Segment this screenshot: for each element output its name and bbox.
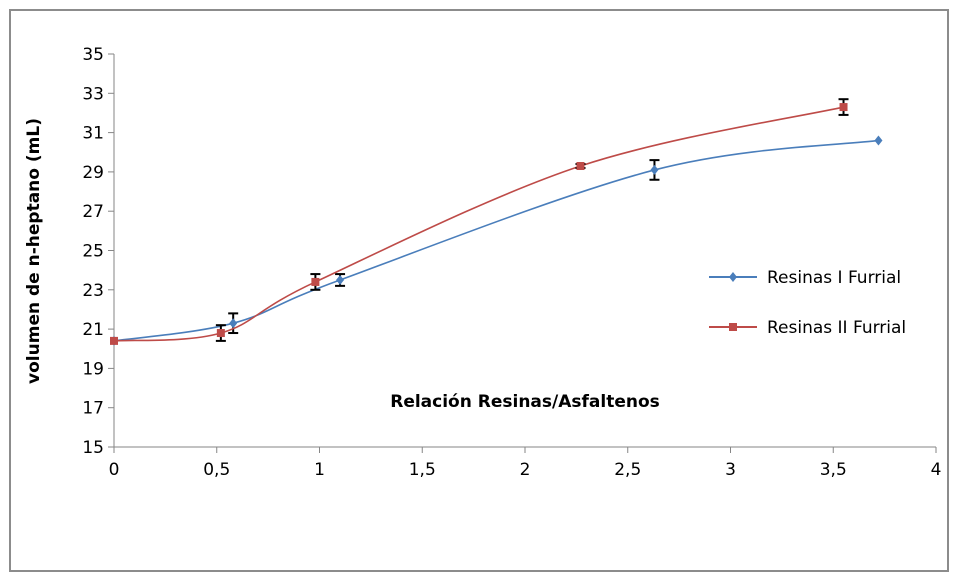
series-2 <box>110 98 849 345</box>
x-tick-label: 3,5 <box>820 460 847 480</box>
legend-entry-series-1: Resinas I Furrial <box>709 268 901 288</box>
series-line <box>113 139 879 342</box>
y-tick-label: 25 <box>82 242 104 262</box>
y-axis-title: volumen de n-heptano (mL) <box>24 118 44 384</box>
data-point <box>839 103 848 112</box>
y-tick-label: 29 <box>82 163 104 183</box>
legend: Resinas I Furrial Resinas II Furrial <box>709 268 906 338</box>
series-layer <box>110 98 883 346</box>
legend-label-series-2: Resinas II Furrial <box>767 318 906 338</box>
y-tick-label: 23 <box>82 281 104 301</box>
data-point <box>110 336 118 345</box>
data-point <box>874 135 883 146</box>
x-axis-title: Relación Resinas/Asfaltenos <box>390 392 660 412</box>
series-line <box>113 106 844 342</box>
x-tick-label: 1,5 <box>409 460 436 480</box>
data-point <box>216 329 225 338</box>
x-tick-label: 3 <box>725 460 736 480</box>
legend-label-series-1: Resinas I Furrial <box>767 268 901 288</box>
x-tick-label: 2 <box>520 460 531 480</box>
legend-entry-series-2: Resinas II Furrial <box>709 318 906 338</box>
y-axis-ticks: 15 17 19 21 23 25 27 29 31 33 35 <box>82 45 114 458</box>
y-tick-label: 19 <box>82 359 104 379</box>
x-tick-label: 2,5 <box>614 460 641 480</box>
y-tick-label: 35 <box>82 45 104 65</box>
data-point <box>336 274 345 285</box>
y-tick-label: 27 <box>82 202 104 222</box>
y-tick-label: 33 <box>82 84 104 104</box>
y-tick-label: 31 <box>82 124 104 144</box>
x-tick-label: 4 <box>931 460 942 480</box>
x-axis-ticks: 0 0,5 1 1,5 2 2,5 3 3,5 4 <box>109 447 942 480</box>
y-tick-label: 17 <box>82 399 104 419</box>
x-tick-label: 0 <box>109 460 120 480</box>
legend-marker-series-1 <box>729 272 737 282</box>
legend-marker-series-2 <box>729 323 737 331</box>
y-tick-label: 21 <box>82 320 104 340</box>
data-point <box>311 277 320 286</box>
x-tick-label: 1 <box>314 460 325 480</box>
data-point <box>650 164 659 175</box>
line-chart: 15 17 19 21 23 25 27 29 31 33 35 0 0,5 1 1,5 2 2,5 3 3,5 4… <box>24 45 942 480</box>
data-point <box>576 162 585 171</box>
y-tick-label: 15 <box>82 438 104 458</box>
x-tick-label: 0,5 <box>203 460 230 480</box>
chart-frame: 15 17 19 21 23 25 27 29 31 33 35 0 0,5 1 1,5 2 2,5 3 3,5 4… <box>9 9 949 572</box>
series-1 <box>110 135 883 346</box>
data-point <box>229 318 238 329</box>
